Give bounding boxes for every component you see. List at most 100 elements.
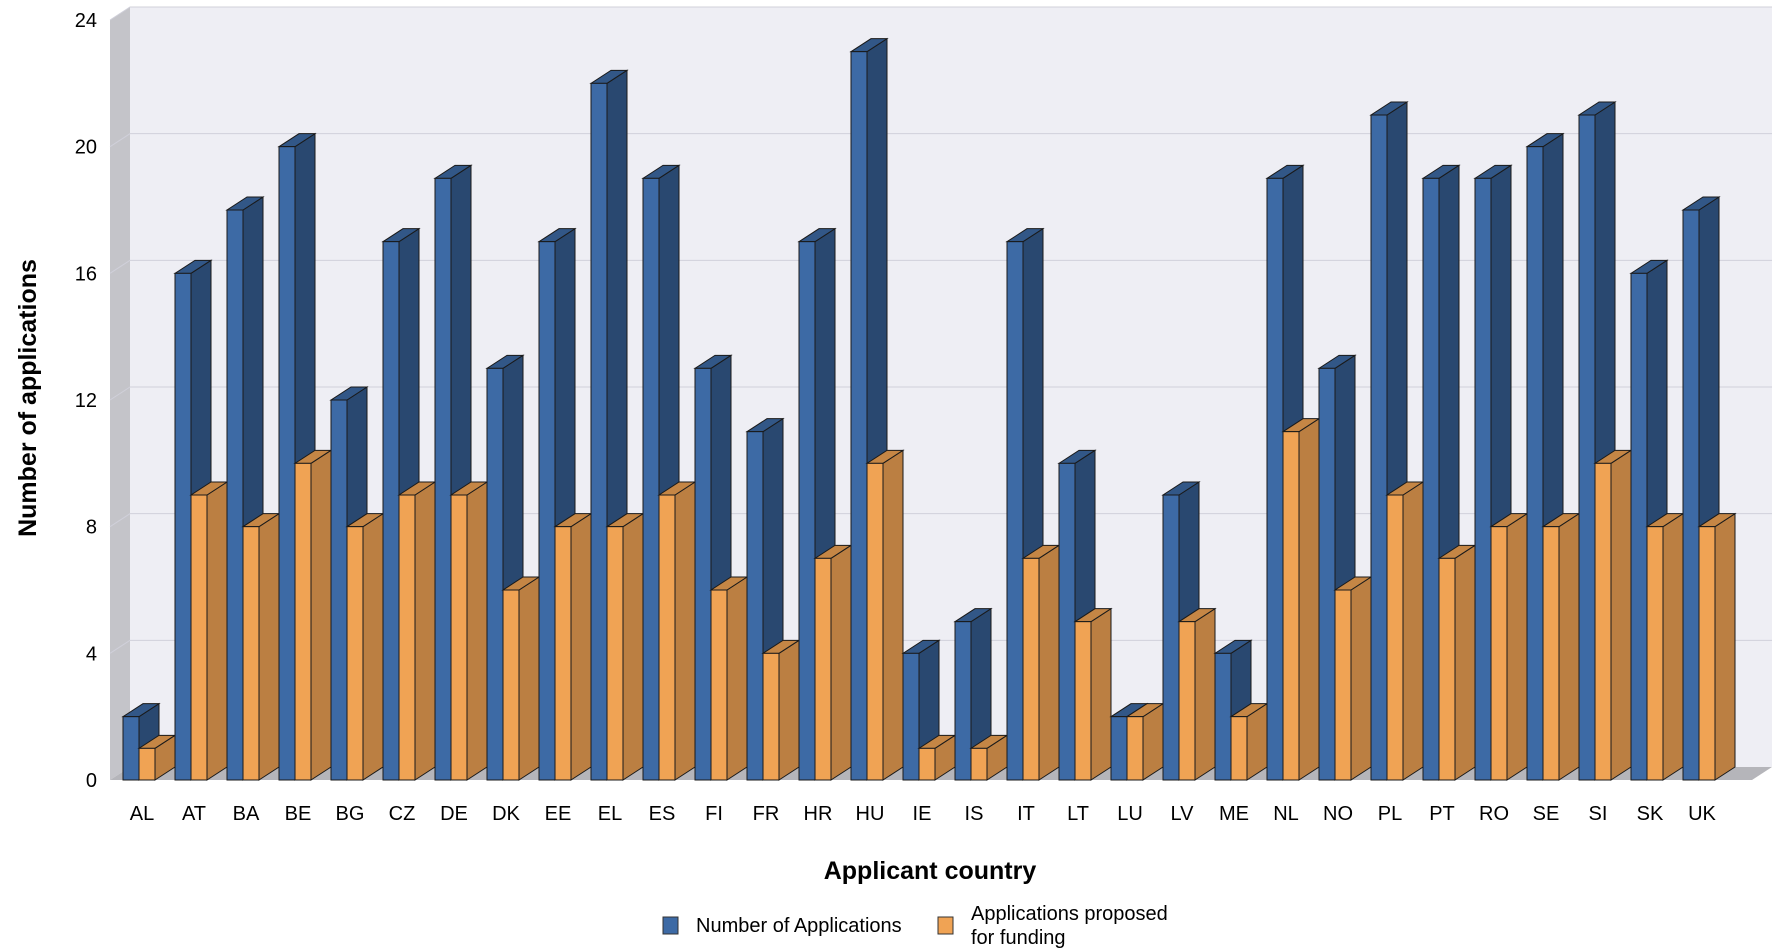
x-tick-label: RO xyxy=(1479,803,1509,825)
bar-front xyxy=(1490,526,1508,781)
bar-front xyxy=(398,494,416,781)
x-tick-label: EL xyxy=(598,803,622,825)
bar-funded-NO xyxy=(1333,576,1373,781)
bar-front xyxy=(1266,177,1284,781)
bar-front xyxy=(954,621,972,781)
y-tick-label: 4 xyxy=(86,643,97,665)
bar-front xyxy=(330,399,348,781)
y-tick-label: 8 xyxy=(86,517,97,539)
bar-side xyxy=(1194,607,1216,781)
gridlines xyxy=(109,6,1772,654)
bar-front xyxy=(554,526,572,781)
bar-front xyxy=(226,209,244,781)
x-tick-label: SK xyxy=(1637,803,1664,825)
x-tick-label: AT xyxy=(182,803,206,825)
x-tick-label: BE xyxy=(285,803,312,825)
bar-side xyxy=(1298,417,1320,781)
bar-front xyxy=(346,526,364,781)
bar-side xyxy=(622,512,644,781)
bar-front xyxy=(122,716,140,781)
bar-front xyxy=(450,494,468,781)
bar-funded-SE xyxy=(1541,512,1581,781)
bar-front xyxy=(434,177,452,781)
bar-front xyxy=(694,367,712,781)
bar-side xyxy=(1402,481,1424,781)
bar-front xyxy=(538,241,556,781)
gridline xyxy=(109,259,1772,274)
bar-front xyxy=(1058,462,1076,781)
bar-side xyxy=(466,481,488,781)
y-axis-title: Number of applications xyxy=(14,259,42,537)
bar-funded-SI xyxy=(1593,449,1633,781)
bar-front xyxy=(1074,621,1092,781)
bar-front xyxy=(1474,177,1492,781)
bar-side xyxy=(674,481,696,781)
x-tick-label: IT xyxy=(1017,803,1035,825)
bar-front xyxy=(502,589,520,781)
x-tick-label: DK xyxy=(492,803,520,825)
bar-front xyxy=(1438,557,1456,781)
x-tick-label: UK xyxy=(1688,803,1716,825)
legend-label-applications: Number of Applications xyxy=(696,915,902,937)
bar-side xyxy=(1038,544,1060,781)
bar-front xyxy=(294,462,312,781)
bar-front xyxy=(1646,526,1664,781)
x-tick-label: LU xyxy=(1117,803,1143,825)
bar-front xyxy=(1578,114,1596,781)
bar-front xyxy=(1178,621,1196,781)
bar-applications-HR xyxy=(797,227,837,781)
bar-front xyxy=(242,526,260,781)
x-tick-label: IE xyxy=(913,803,932,825)
bar-front xyxy=(1422,177,1440,781)
bar-front xyxy=(174,272,192,781)
bar-front xyxy=(1526,146,1544,781)
bar-side xyxy=(1090,607,1112,781)
bar-side xyxy=(778,639,800,781)
x-tick-label: DE xyxy=(440,803,468,825)
bar-front xyxy=(814,557,832,781)
bar-side xyxy=(882,449,904,781)
bar-side xyxy=(1610,449,1632,781)
bar-front xyxy=(1318,367,1336,781)
x-tick-label: PT xyxy=(1429,803,1455,825)
bar-front xyxy=(1698,526,1716,781)
bar-side xyxy=(1558,512,1580,781)
x-tick-label: LV xyxy=(1171,803,1195,825)
bar-side xyxy=(830,544,852,781)
gridline xyxy=(109,6,1772,21)
x-tick-label: NO xyxy=(1323,803,1353,825)
x-tick-label: BG xyxy=(336,803,365,825)
bar-applications-IS xyxy=(953,607,993,781)
y-tick-label: 20 xyxy=(75,137,97,159)
bar-funded-RO xyxy=(1489,512,1529,781)
bar-funded-AT xyxy=(189,481,229,781)
bar-funded-BG xyxy=(345,512,385,781)
bar-front xyxy=(1630,272,1648,781)
bar-funded-IE xyxy=(917,734,957,781)
bar-front xyxy=(1230,716,1248,781)
bars xyxy=(121,37,1737,781)
bar-side xyxy=(206,481,228,781)
bar-front xyxy=(190,494,208,781)
bar-funded-IS xyxy=(969,734,1009,781)
bar-front xyxy=(278,146,296,781)
legend-item-applications: Number of Applications xyxy=(662,915,902,937)
bar-funded-PT xyxy=(1437,544,1477,781)
y-axis-ticks: 0 4 8 12 16 20 24 xyxy=(75,10,97,792)
bar-funded-DE xyxy=(449,481,489,781)
x-tick-label: AL xyxy=(130,803,154,825)
bar-front xyxy=(1386,494,1404,781)
gridline xyxy=(109,386,1772,401)
x-tick-label: FR xyxy=(753,803,780,825)
bar-front xyxy=(642,177,660,781)
bar-front xyxy=(658,494,676,781)
bar-front xyxy=(1370,114,1388,781)
bar-front xyxy=(1110,716,1128,781)
bar-funded-FI xyxy=(709,576,749,781)
bar-front xyxy=(1594,462,1612,781)
gridline xyxy=(109,513,1772,528)
gridline xyxy=(109,639,1772,654)
bar-front xyxy=(850,51,868,781)
bar-funded-UK xyxy=(1697,512,1737,781)
